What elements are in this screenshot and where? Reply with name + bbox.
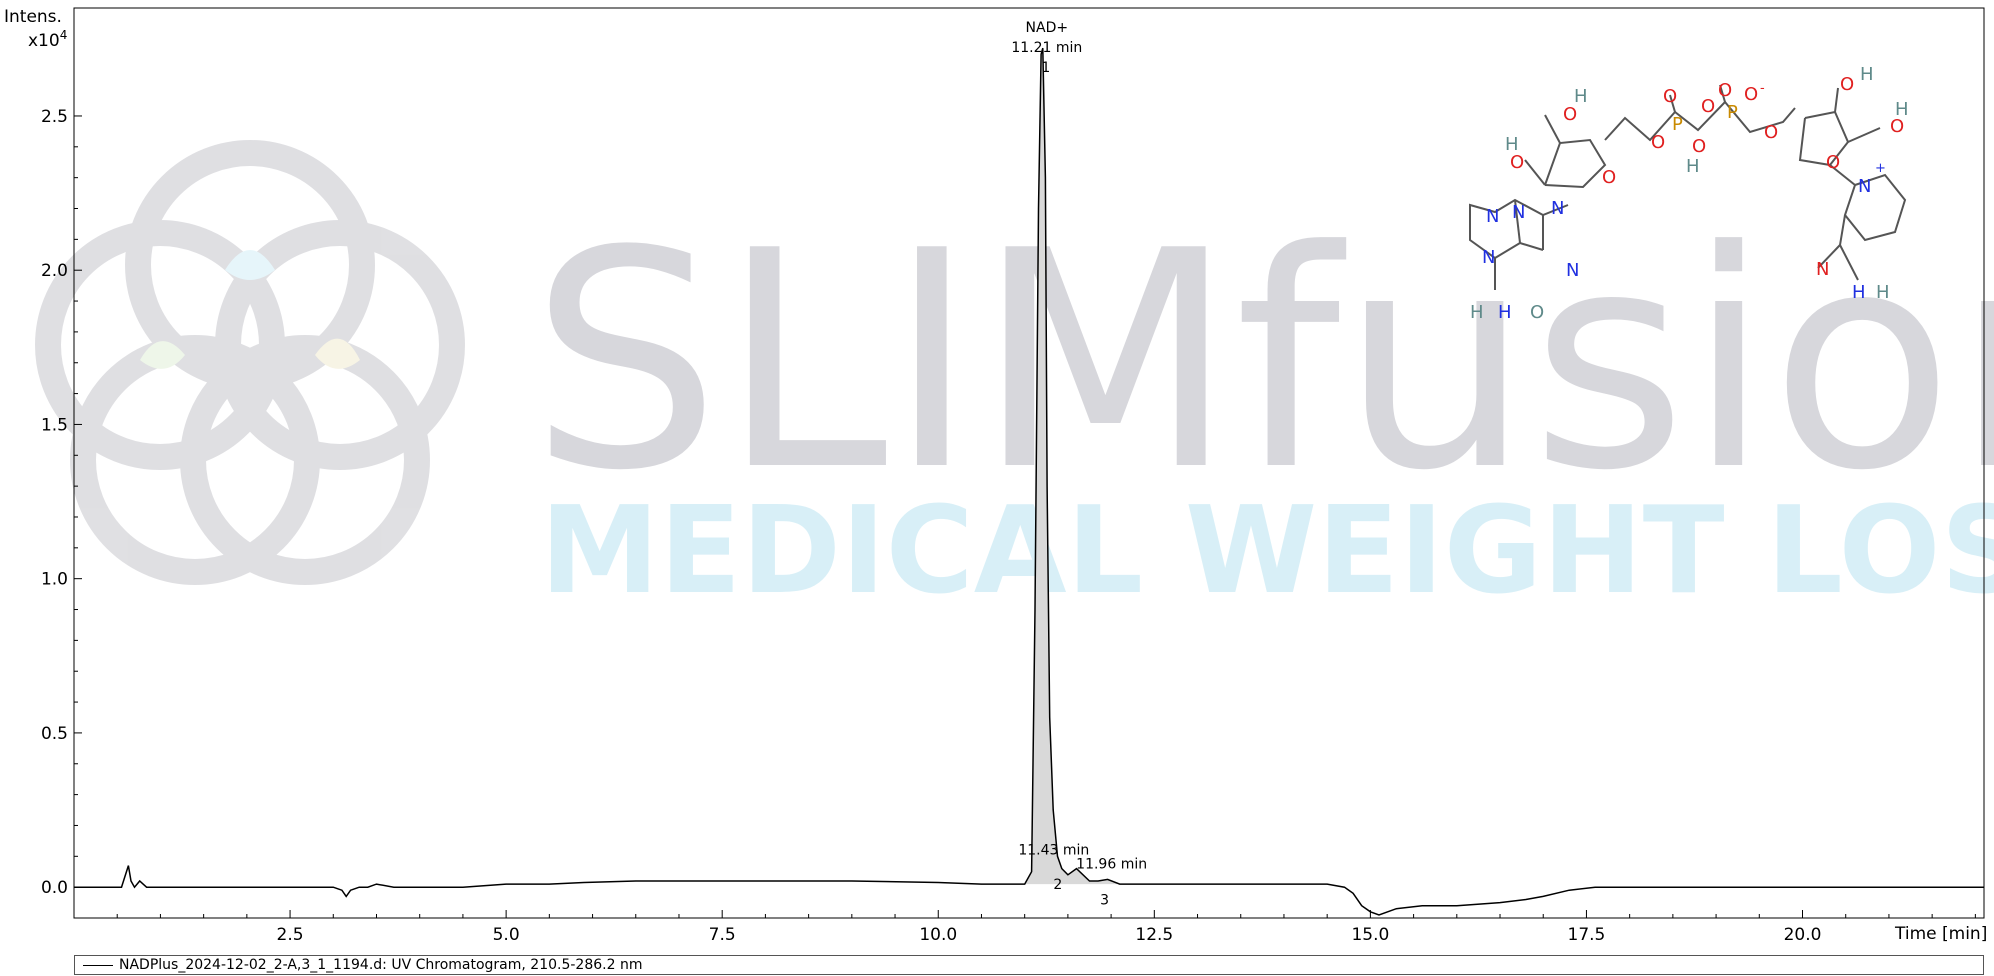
peak-number-label: 3 [1100,893,1109,909]
x-tick-label: 15.0 [1351,925,1389,945]
structure-atom-label: H [1574,86,1588,107]
peak-number-label: 2 [1053,877,1062,893]
series-line [74,47,1984,916]
structure-atom-label: O [1602,167,1616,188]
x-axis: 2.5 5.0 7.5 10.0 12.5 15.0 17.5 20.0 [116,910,1976,945]
x-tick-label: 20.0 [1784,925,1822,945]
watermark-brand: SLIMfusion [530,187,1994,536]
structure-atom-label: H [1505,134,1519,155]
structure-atom-label: O [1651,132,1665,153]
structure-atom-label: N [1551,198,1564,219]
peak-number-label: 1 [1041,60,1050,76]
x-tick-label: 5.0 [493,925,520,945]
y-axis: 0.0 0.5 1.0 1.5 2.0 2.5 [41,107,82,898]
y-tick-label: 1.0 [41,570,68,590]
structure-atom-label: N [1486,206,1499,227]
structure-atom-label: O [1890,116,1904,137]
structure-atom-label: N [1816,259,1829,280]
x-tick-label: 10.0 [919,925,957,945]
watermark-logo-icon [35,140,465,585]
structure-atom-label: P [1727,102,1738,123]
series-lines [74,47,1984,916]
watermark-tagline: MEDICAL WEIGHT LOSS [540,482,1994,621]
x-tick-label: 17.5 [1568,925,1606,945]
structure-atom-label: H [1860,64,1874,85]
structure-atom-label: O [1663,86,1677,107]
structure-atom-label: H [1895,99,1909,120]
structure-atom-label: N [1482,247,1495,268]
x-tick-label: 2.5 [277,925,304,945]
peak-annotations: NAD+ 11.21 min 1 11.43 min 2 11.96 min 3 [1011,20,1147,909]
x-tick-label: 12.5 [1135,925,1173,945]
structure-atom-label: H [1852,282,1866,303]
structure-atom-label: O [1692,136,1706,157]
structure-atom-label: N [1512,202,1525,223]
y-tick-label: 0.0 [41,878,68,898]
x-axis-label: Time [min] [1894,924,1987,944]
structure-atom-label: H [1498,302,1512,323]
structure-atom-label: N [1858,176,1871,197]
structure-atom-label: O [1764,122,1778,143]
plot-frame [73,7,1985,919]
peak-time-label: 11.43 min [1018,842,1089,858]
y-axis-label: Intens. [4,7,62,27]
structure-atom-label: O [1701,96,1715,117]
y-axis-multiplier-exp: 4 [60,28,68,42]
structure-atom-label: O [1744,84,1758,105]
structure-atom-label: O [1718,80,1732,101]
structure-atom-label: O [1826,152,1840,173]
peak-area-fill [1024,48,1120,885]
peak-areas [1024,48,1120,885]
legend: NADPlus_2024-12-02_2-A,3_1_1194.d: UV Ch… [74,955,1984,975]
y-axis-multiplier: x104 [28,28,67,51]
structure-atom-label: H [1470,302,1484,323]
structure-atom-label: H [1686,156,1700,177]
y-tick-label: 0.5 [41,724,68,744]
x-tick-label: 7.5 [709,925,736,945]
structure-atom-label: O [1530,302,1544,323]
structure-atom-label: H [1876,282,1890,303]
structure-atom-label: O [1510,152,1524,173]
structure-atom-label: O [1840,74,1854,95]
legend-series-label: NADPlus_2024-12-02_2-A,3_1_1194.d: UV Ch… [119,957,643,973]
legend-swatch [83,965,113,966]
y-tick-label: 1.5 [41,415,68,435]
y-tick-label: 2.5 [41,107,68,127]
peak-time-label: 11.21 min [1011,40,1082,56]
nad-structure-diagram [1469,84,1907,290]
peak-name-label: NAD+ [1026,20,1069,36]
peak-time-label: 11.96 min [1076,857,1147,873]
structure-atom-label: + [1875,161,1886,176]
structure-atom-label: - [1760,81,1765,96]
structure-atom-label: N [1566,260,1579,281]
y-tick-label: 2.0 [41,261,68,281]
y-axis-multiplier-base: x10 [28,31,60,51]
structure-atom-label: O [1563,104,1577,125]
structure-atom-label: P [1672,114,1683,135]
